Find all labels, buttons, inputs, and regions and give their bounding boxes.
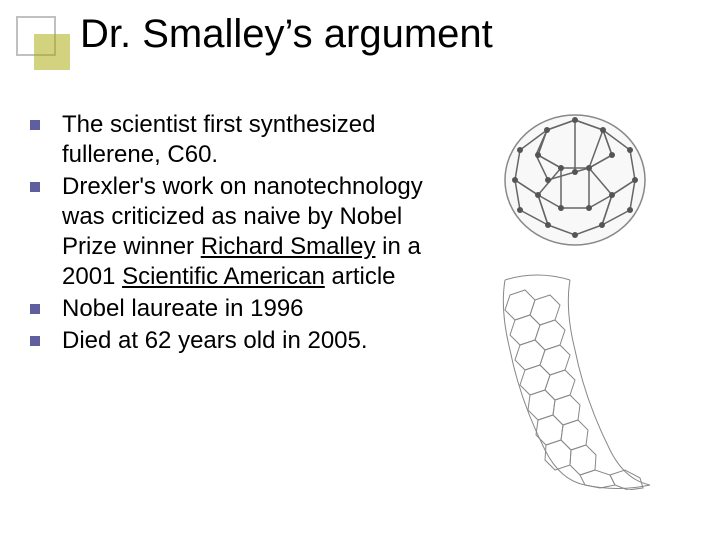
bullet-icon bbox=[30, 336, 40, 346]
bullet-list: The scientist first synthesized fulleren… bbox=[30, 110, 450, 358]
nanotube-diagram bbox=[475, 270, 685, 490]
list-item: Drexler's work on nanotechnology was cri… bbox=[30, 172, 450, 292]
link-richard-smalley: Richard Smalley bbox=[201, 233, 376, 260]
title-inner-box bbox=[34, 34, 70, 70]
bullet-text: Nobel laureate in 1996 bbox=[62, 294, 304, 324]
bullet-icon bbox=[30, 120, 40, 130]
bullet-icon bbox=[30, 304, 40, 314]
list-item: Nobel laureate in 1996 bbox=[30, 294, 450, 324]
title-decoration bbox=[16, 16, 70, 70]
link-scientific-american: Scientific American bbox=[122, 263, 325, 290]
fullerene-diagram bbox=[490, 100, 660, 260]
list-item: Died at 62 years old in 2005. bbox=[30, 326, 450, 356]
bullet-text: Died at 62 years old in 2005. bbox=[62, 326, 368, 356]
bullet-text: Drexler's work on nanotechnology was cri… bbox=[62, 172, 450, 292]
bullet-text: The scientist first synthesized fulleren… bbox=[62, 110, 450, 170]
bullet-icon bbox=[30, 182, 40, 192]
list-item: The scientist first synthesized fulleren… bbox=[30, 110, 450, 170]
slide-title: Dr. Smalley’s argument bbox=[80, 12, 493, 57]
